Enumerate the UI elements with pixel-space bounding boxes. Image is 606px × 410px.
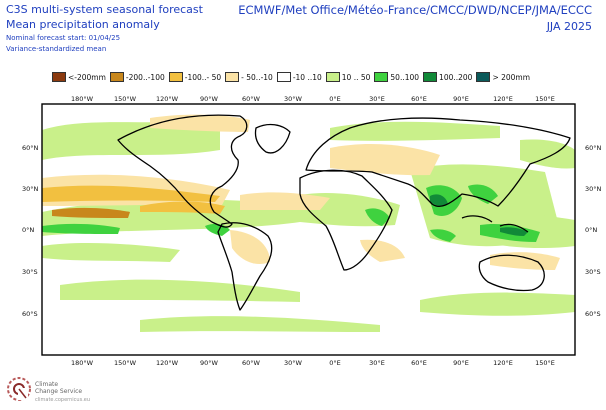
legend-label: <-200mm bbox=[68, 72, 106, 82]
legend-label: 50..100 bbox=[390, 72, 420, 82]
legend-item: 10 .. 50 bbox=[325, 72, 371, 82]
lon-tick: 90°W bbox=[200, 95, 219, 103]
lon-tick: 120°W bbox=[156, 359, 179, 367]
lon-tick: 180°W bbox=[71, 359, 94, 367]
legend-swatch bbox=[325, 72, 340, 82]
lon-tick: 30°E bbox=[369, 359, 385, 367]
lon-tick: 0°E bbox=[329, 359, 341, 367]
legend-label: -100..- 50 bbox=[184, 72, 222, 82]
legend-label: -10 ..10 bbox=[292, 72, 322, 82]
map-frame bbox=[41, 103, 576, 356]
legend-item: -100..- 50 bbox=[168, 72, 222, 82]
lon-tick: 60°W bbox=[242, 359, 261, 367]
lon-tick: 60°W bbox=[242, 95, 261, 103]
lat-tick: 60°N bbox=[22, 144, 39, 152]
legend-swatch bbox=[225, 72, 240, 82]
lon-tick: 180°W bbox=[71, 95, 94, 103]
lat-tick: 30°S bbox=[22, 268, 38, 276]
legend-item: -200..-100 bbox=[109, 72, 165, 82]
color-legend: <-200mm -200..-100 -100..- 50 - 50..-10 … bbox=[52, 72, 530, 82]
lon-tick: 150°W bbox=[114, 95, 137, 103]
legend-swatch bbox=[476, 72, 491, 82]
legend-item: -10 ..10 bbox=[276, 72, 322, 82]
season-label: JJA 2025 bbox=[546, 20, 592, 33]
lon-ticks-top: 180°W 150°W 120°W 90°W 60°W 30°W 0°E 30°… bbox=[71, 95, 555, 103]
lon-ticks-bottom: 180°W 150°W 120°W 90°W 60°W 30°W 0°E 30°… bbox=[71, 359, 555, 367]
lat-tick: 60°S bbox=[22, 310, 38, 318]
legend-item: 100..200 bbox=[423, 72, 472, 82]
legend-swatch bbox=[168, 72, 183, 82]
lat-tick: 0°N bbox=[585, 226, 597, 234]
greenland-coast bbox=[254, 123, 291, 154]
lon-tick: 150°E bbox=[535, 359, 555, 367]
south-america-coast bbox=[217, 222, 273, 311]
legend-swatch bbox=[276, 72, 291, 82]
lon-tick: 90°E bbox=[453, 95, 469, 103]
lon-tick: 120°W bbox=[156, 95, 179, 103]
north-america-coast bbox=[117, 114, 248, 228]
logo-text: Climate Change Service bbox=[35, 381, 82, 395]
legend-swatch bbox=[374, 72, 389, 82]
lat-tick: 30°N bbox=[22, 185, 39, 193]
lon-tick: 120°E bbox=[493, 95, 513, 103]
lat-tick: 30°S bbox=[585, 268, 601, 276]
legend-swatch bbox=[109, 72, 124, 82]
legend-swatch bbox=[52, 72, 66, 82]
logo-name-line2: Change Service bbox=[35, 388, 83, 395]
logo-name-line1: Climate bbox=[35, 381, 59, 388]
lon-tick: 30°W bbox=[284, 95, 303, 103]
precipitation-anomaly-layer bbox=[42, 114, 575, 332]
centres-label: ECMWF/Met Office/Météo-France/CMCC/DWD/N… bbox=[238, 3, 592, 17]
forecast-start-label: Nominal forecast start: 01/04/25 bbox=[6, 34, 121, 42]
legend-item: - 50..-10 bbox=[225, 72, 273, 82]
lon-tick: 90°W bbox=[200, 359, 219, 367]
coastlines-layer bbox=[117, 114, 571, 311]
copernicus-logo-icon bbox=[7, 377, 31, 401]
lon-tick: 60°E bbox=[411, 359, 427, 367]
lat-ticks-left: 60°N 30°N 0°N 30°S 60°S bbox=[22, 144, 39, 318]
lon-tick: 30°E bbox=[369, 95, 385, 103]
legend-item: 50..100 bbox=[374, 72, 419, 82]
lon-tick: 30°W bbox=[284, 359, 303, 367]
logo-url: climate.copernicus.eu bbox=[35, 397, 91, 403]
lon-tick: 150°W bbox=[114, 359, 137, 367]
eurasia-coast bbox=[305, 117, 571, 208]
legend-label: > 200mm bbox=[492, 72, 531, 82]
legend-item: > 200mm bbox=[476, 72, 530, 82]
method-label: Variance-standardized mean bbox=[6, 45, 107, 53]
lon-tick: 150°E bbox=[535, 95, 555, 103]
lon-tick: 120°E bbox=[493, 359, 513, 367]
lat-tick: 30°N bbox=[585, 185, 602, 193]
legend-swatch bbox=[423, 72, 438, 82]
lat-tick: 0°N bbox=[22, 226, 34, 234]
africa-coast bbox=[299, 169, 393, 271]
australia-coast bbox=[478, 254, 545, 292]
lon-tick: 90°E bbox=[453, 359, 469, 367]
map-subtitle: Mean precipitation anomaly bbox=[6, 18, 160, 31]
lat-tick: 60°S bbox=[585, 310, 601, 318]
lon-tick: 60°E bbox=[411, 95, 427, 103]
legend-label: 10 .. 50 bbox=[341, 72, 371, 82]
legend-label: 100..200 bbox=[439, 72, 473, 82]
maritime-continent-coast bbox=[461, 215, 529, 233]
lat-tick: 60°N bbox=[585, 144, 602, 152]
legend-label: - 50..-10 bbox=[241, 72, 273, 82]
legend-item: <-200mm bbox=[52, 72, 106, 82]
map-title: C3S multi-system seasonal forecast bbox=[6, 3, 203, 16]
legend-label: -200..-100 bbox=[125, 72, 165, 82]
lon-tick: 0°E bbox=[329, 95, 341, 103]
lat-ticks-right: 60°N 30°N 0°N 30°S 60°S bbox=[585, 144, 602, 318]
